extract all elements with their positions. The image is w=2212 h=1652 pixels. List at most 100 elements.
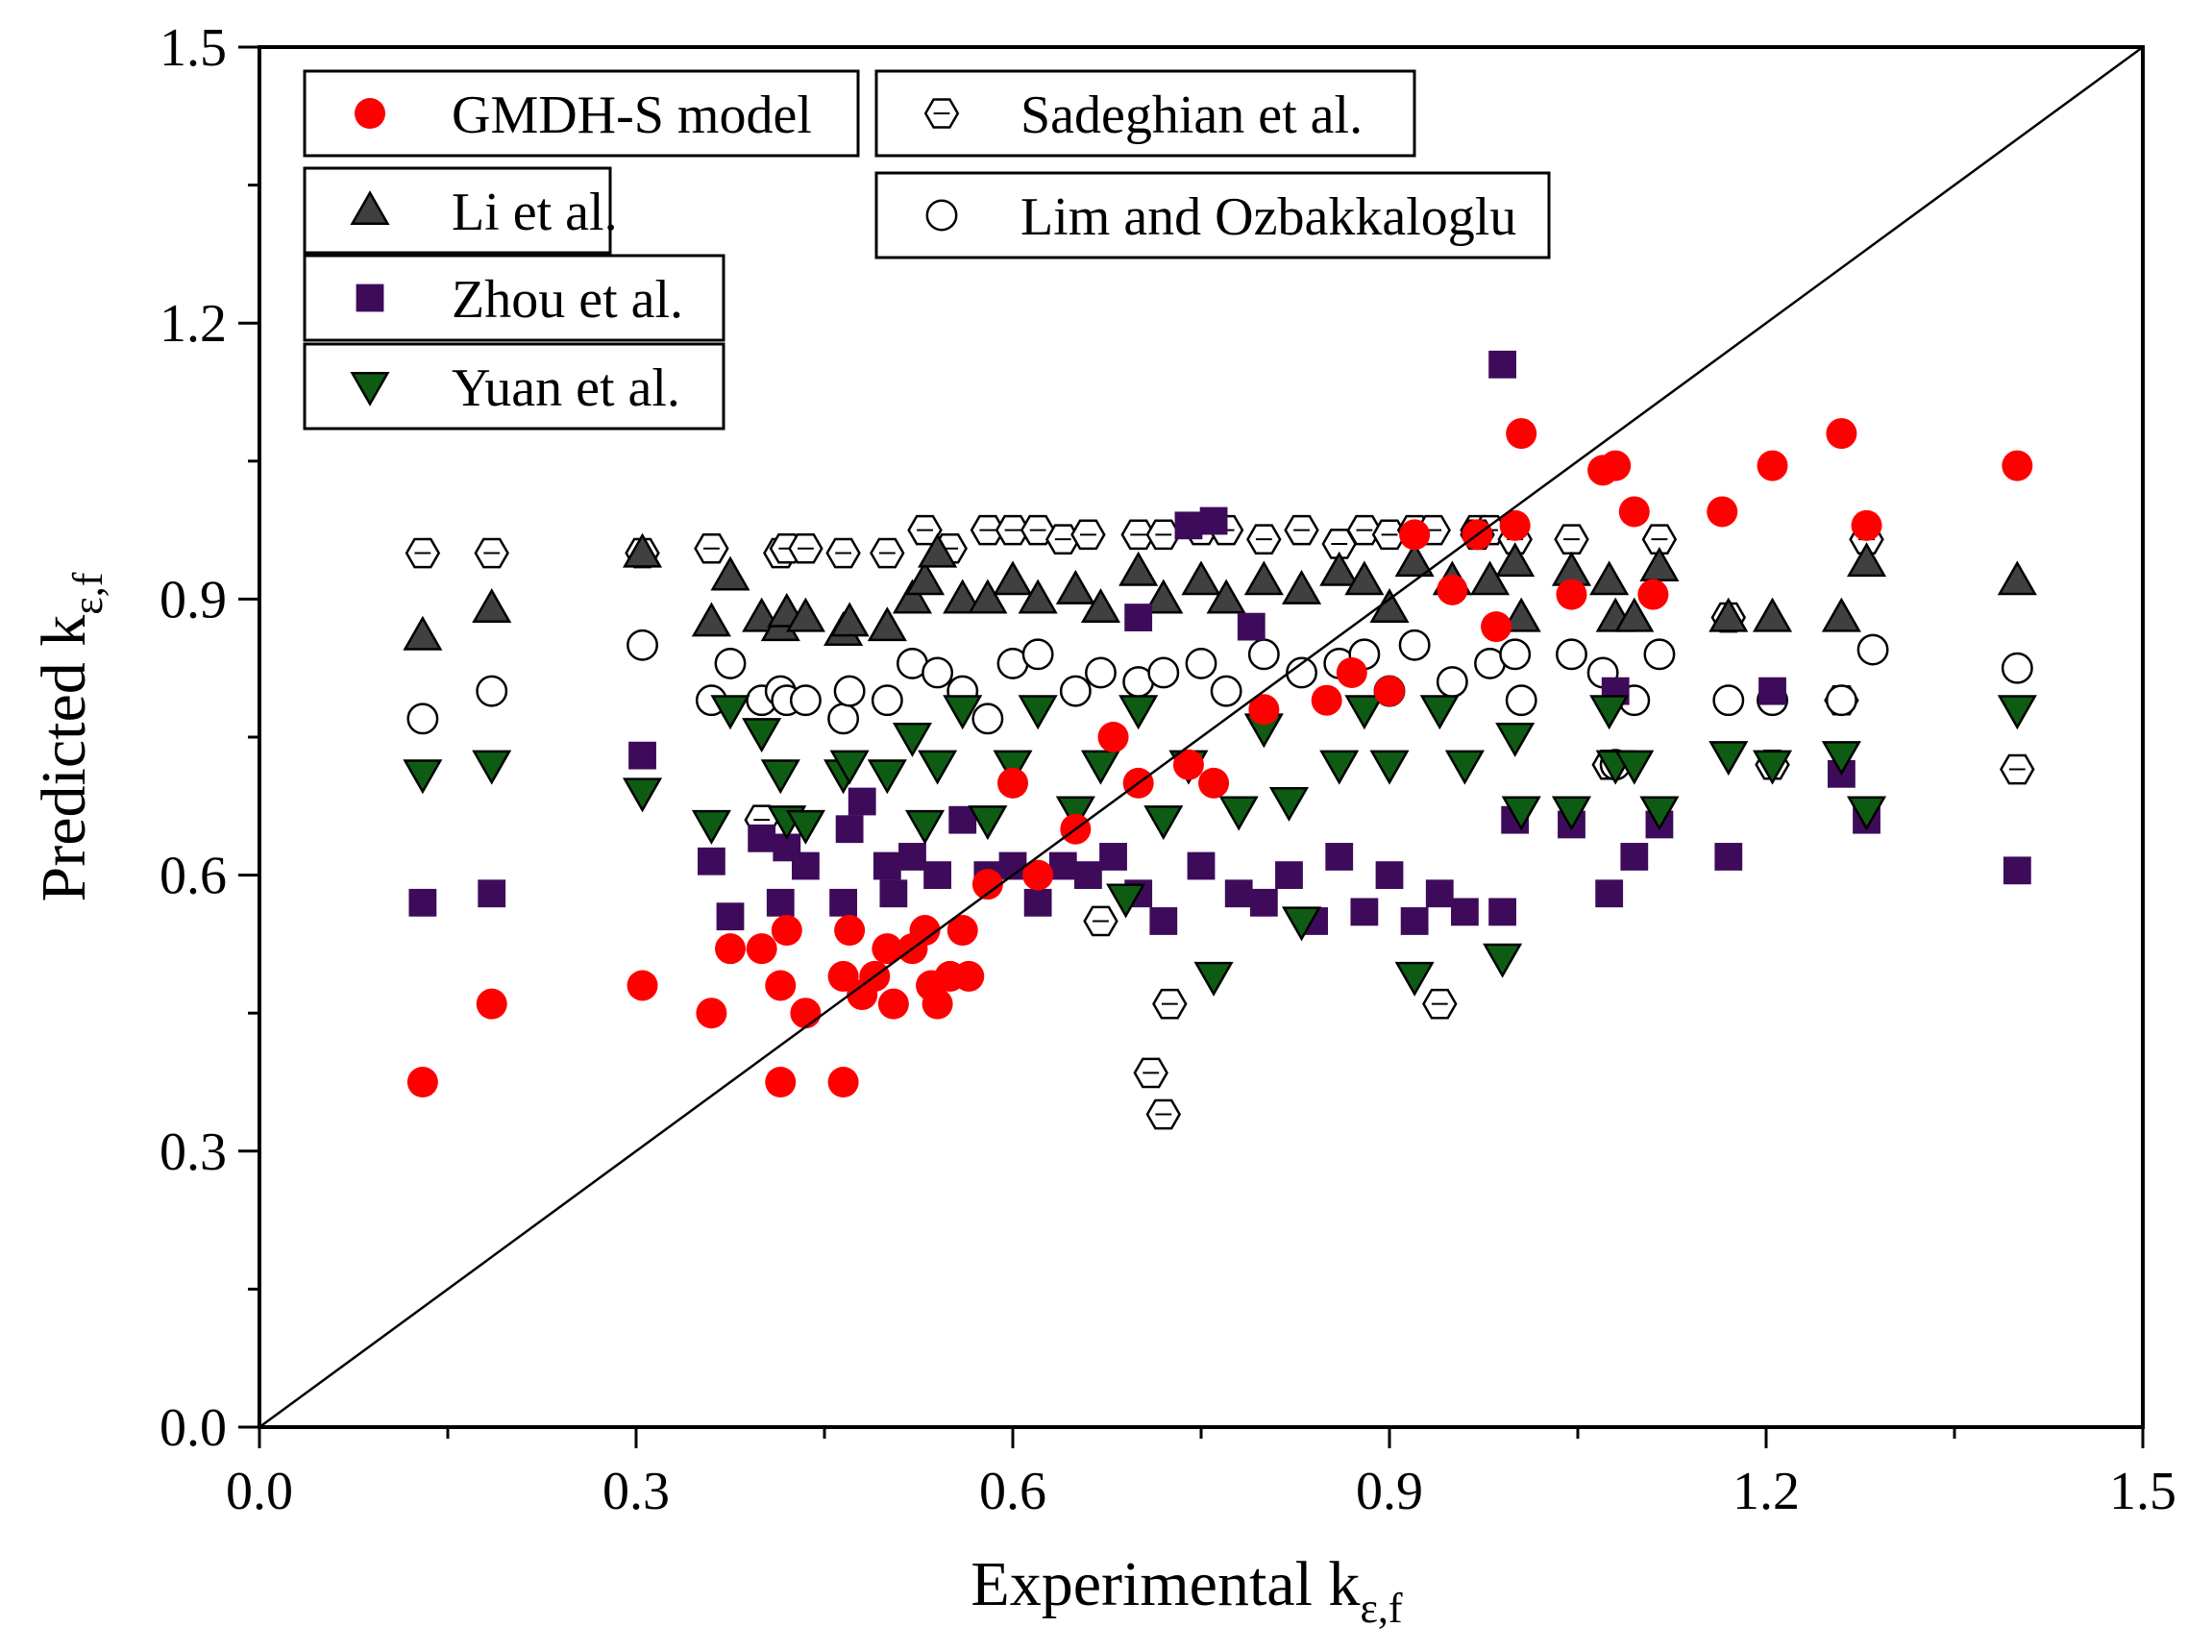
point-zhou-et-al-44 [1595,879,1624,908]
point-li-et-al-28 [1344,560,1385,596]
legend-marker-sadeghian [923,98,960,129]
point-gmdh-s-model-4 [715,933,746,965]
point-sadeghian-et-al-21 [1145,1098,1182,1130]
point-lim-and-ozbakkaloglu-19 [1085,656,1117,689]
point-yuan-et-al-40 [1589,695,1630,730]
point-gmdh-s-model-50 [1851,509,1882,541]
point-li-et-al-1 [472,588,512,624]
point-zhou-et-al-4 [716,902,745,931]
point-zhou-et-al-21 [1074,861,1102,889]
legend-label-zhou: Zhou et al. [452,270,683,330]
point-yuan-et-al-37 [1495,722,1536,757]
point-sadeghian-et-al-7 [788,532,823,564]
point-yuan-et-al-34 [1419,695,1460,730]
point-gmdh-s-model-15 [872,933,903,965]
point-gmdh-s-model-18 [909,915,941,947]
point-yuan-et-al-21 [1106,883,1146,919]
point-zhou-et-al-49 [1758,677,1786,705]
point-gmdh-s-model-10 [827,1067,859,1097]
point-gmdh-s-model-33 [1311,684,1342,716]
point-zhou-et-al-34 [1325,843,1354,871]
point-gmdh-s-model-22 [946,915,978,947]
point-gmdh-s-model-30 [1172,749,1204,780]
point-gmdh-s-model-40 [1499,509,1531,541]
point-li-et-al-4 [710,555,750,591]
x-tick-label-3: 0.9 [1356,1462,1423,1521]
point-yuan-et-al-32 [1369,750,1410,785]
point-gmdh-s-model-6 [765,1067,797,1097]
point-sadeghian-et-al-8 [825,537,861,569]
point-li-et-al-18 [1018,579,1058,614]
legend-symbol-yuan-et-al [350,371,390,407]
point-li-et-al-33 [1495,542,1536,578]
point-gmdh-s-model-46 [1637,579,1669,610]
point-sadeghian-et-al-3 [694,532,729,564]
point-gmdh-s-model-5 [746,933,777,965]
point-li-et-al-3 [691,602,731,637]
x-axis-title-sub: ε,f [1360,1585,1402,1632]
legend-item-yuan: Yuan et al. [303,342,725,431]
point-lim-and-ozbakkaloglu-9 [827,703,860,735]
point-gmdh-s-model-39 [1481,611,1512,643]
point-gmdh-s-model-7 [765,970,797,1001]
point-zhou-et-al-11 [848,787,876,816]
point-lim-and-ozbakkaloglu-11 [871,684,903,717]
point-lim-and-ozbakkaloglu-4 [714,647,747,679]
point-yuan-et-al-20 [1080,750,1121,785]
point-li-et-al-11 [867,606,907,642]
legend-item-li: Li et al. [303,166,618,255]
point-sadeghian-et-al-0 [405,537,441,569]
point-li-et-al-23 [1181,560,1221,596]
point-yuan-et-al-14 [918,750,958,785]
point-yuan-et-al-26 [1218,796,1259,831]
point-yuan-et-al-45 [1752,750,1793,785]
point-sadeghian-et-al-19 [1145,519,1182,551]
point-li-et-al-15 [943,579,983,614]
point-zhou-et-al-37 [1400,907,1429,935]
point-lim-and-ozbakkaloglu-23 [1210,675,1242,707]
point-gmdh-s-model-1 [476,988,507,1020]
point-li-et-al-2 [622,532,663,568]
point-yuan-et-al-46 [1821,741,1861,777]
point-zhou-et-al-12 [873,851,901,880]
point-lim-and-ozbakkaloglu-41 [1825,684,1857,717]
point-zhou-et-al-1 [478,879,506,908]
point-zhou-et-al-30 [1249,888,1278,917]
point-lim-and-ozbakkaloglu-2 [627,629,658,661]
point-zhou-et-al-5 [748,824,776,852]
point-lim-and-ozbakkaloglu-18 [1059,675,1092,707]
point-yuan-et-al-1 [472,750,512,785]
point-gmdh-s-model-42 [1556,579,1587,610]
point-zhou-et-al-27 [1187,851,1216,880]
point-zhou-et-al-32 [1275,861,1303,889]
point-zhou-et-al-36 [1375,861,1404,889]
point-zhou-et-al-26 [1174,511,1203,540]
point-zhou-et-al-8 [792,851,820,880]
point-lim-and-ozbakkaloglu-29 [1398,629,1431,661]
x-tick-label-5: 1.5 [2109,1462,2176,1521]
point-zhou-et-al-38 [1425,879,1454,908]
point-sadeghian-et-al-12 [970,514,1006,546]
point-yuan-et-al-42 [1614,750,1655,785]
legend-symbol-lim-and-ozbakkaloglu [925,199,958,232]
point-yuan-et-al-23 [1143,805,1184,841]
point-yuan-et-al-5 [742,718,782,753]
legend-item-zhou: Zhou et al. [303,254,725,342]
point-yuan-et-al-44 [1708,741,1749,777]
point-yuan-et-al-48 [1997,695,2037,730]
point-yuan-et-al-19 [1055,796,1095,831]
point-zhou-et-al-15 [923,861,951,889]
series-gmdh-s-model [406,418,2033,1097]
point-gmdh-s-model-23 [953,960,985,992]
point-yuan-et-al-3 [691,809,731,845]
point-gmdh-s-model-51 [2002,450,2033,481]
point-yuan-et-al-12 [892,722,933,757]
point-gmdh-s-model-2 [627,970,658,1001]
legend-label-li: Li et al. [452,183,618,242]
point-gmdh-s-model-11 [827,960,859,992]
point-sadeghian-et-al-15 [1045,524,1081,555]
legend-marker-zhou [356,284,384,312]
x-tick-label-4: 1.2 [1733,1462,1800,1521]
point-lim-and-ozbakkaloglu-30 [1436,666,1468,699]
point-gmdh-s-model-44 [1600,450,1632,481]
